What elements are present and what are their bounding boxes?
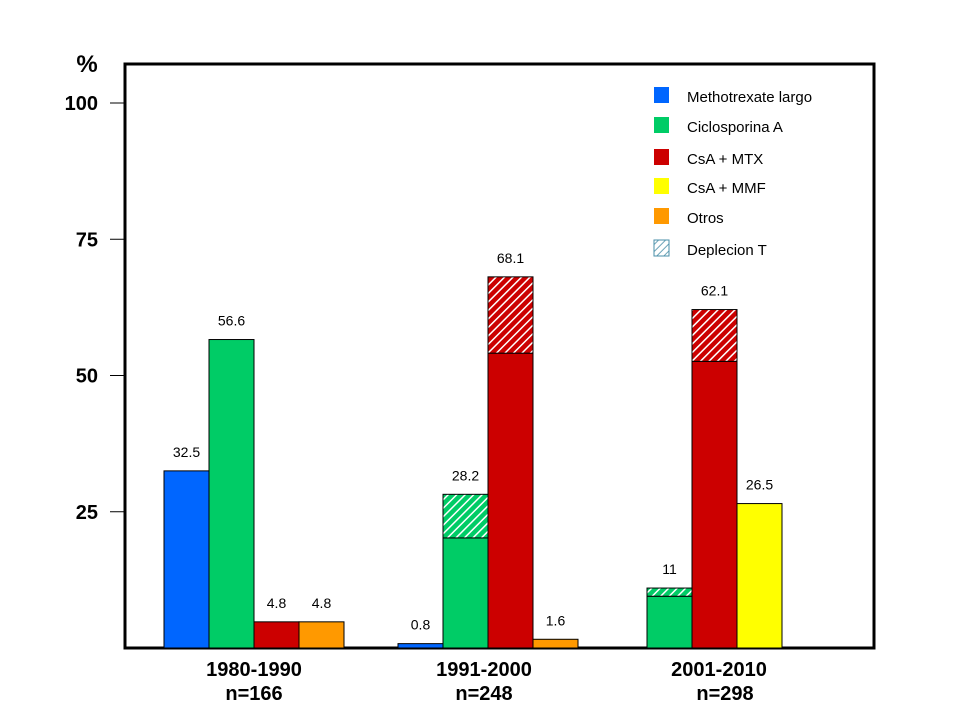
bar-1991-2000-csa-mtx xyxy=(487,352,534,649)
legend-label: CsA + MTX xyxy=(687,151,763,168)
bar-segment-tdepletion xyxy=(646,587,693,597)
bar-1991-2000-methotrexate-largo xyxy=(397,643,444,649)
category-n-label: n=166 xyxy=(225,683,282,705)
bar-value-label: 1.6 xyxy=(546,612,566,628)
bar-value-label: 56.6 xyxy=(218,313,245,329)
bar-1980-1990-ciclosporina-a xyxy=(208,339,255,649)
legend-swatch xyxy=(653,239,670,257)
category-n-label: n=248 xyxy=(455,683,512,705)
bar-1980-1990-csa-mtx xyxy=(253,621,300,649)
legend-swatch xyxy=(654,178,669,194)
bar-1991-2000-ciclosporina-a xyxy=(442,537,489,649)
bar-value-label: 28.2 xyxy=(452,467,479,483)
bar-1980-1990-methotrexate-largo xyxy=(163,470,210,649)
bar-segment-tdepletion xyxy=(691,309,738,362)
y-tick-label: 50 xyxy=(76,366,98,388)
bar-1991-2000-otros xyxy=(532,638,579,649)
bar-value-label: 11 xyxy=(662,561,677,577)
bar-2001-2010-ciclosporina-a xyxy=(646,595,693,649)
bar-value-label: 0.8 xyxy=(411,617,431,633)
y-tick-label: 25 xyxy=(76,502,98,524)
legend-label: CsA + MMF xyxy=(687,180,766,197)
bar-1980-1990-otros xyxy=(298,621,345,649)
bar-value-label: 4.8 xyxy=(312,595,332,611)
bar-2001-2010-csa-mtx xyxy=(691,360,738,649)
y-tick-label: 100 xyxy=(65,93,98,115)
legend-swatch xyxy=(654,117,669,133)
legend-swatch xyxy=(654,208,669,224)
bar-segment-tdepletion xyxy=(442,493,489,539)
category-period-label: 1991-2000 xyxy=(436,659,532,681)
legend-swatch xyxy=(654,87,669,103)
y-unit-label: % xyxy=(76,51,97,78)
category-n-label: n=298 xyxy=(696,683,753,705)
bar-segment-tdepletion xyxy=(487,276,534,354)
bar-value-label: 4.8 xyxy=(267,595,287,611)
legend-swatch xyxy=(654,149,669,165)
y-tick-label: 75 xyxy=(76,229,98,251)
legend-label: Otros xyxy=(687,210,724,227)
bar-2001-2010-csa-mmf xyxy=(736,503,783,649)
bar-value-label: 62.1 xyxy=(701,283,728,299)
bar-value-label: 32.5 xyxy=(173,444,200,460)
bar-value-label: 68.1 xyxy=(497,250,524,266)
legend-label: Methotrexate largo xyxy=(687,89,812,106)
category-period-label: 2001-2010 xyxy=(671,659,767,681)
category-period-label: 1980-1990 xyxy=(206,659,302,681)
legend-label: Deplecion T xyxy=(687,242,767,259)
legend-label: Ciclosporina A xyxy=(687,119,783,136)
bar-value-label: 26.5 xyxy=(746,477,773,493)
